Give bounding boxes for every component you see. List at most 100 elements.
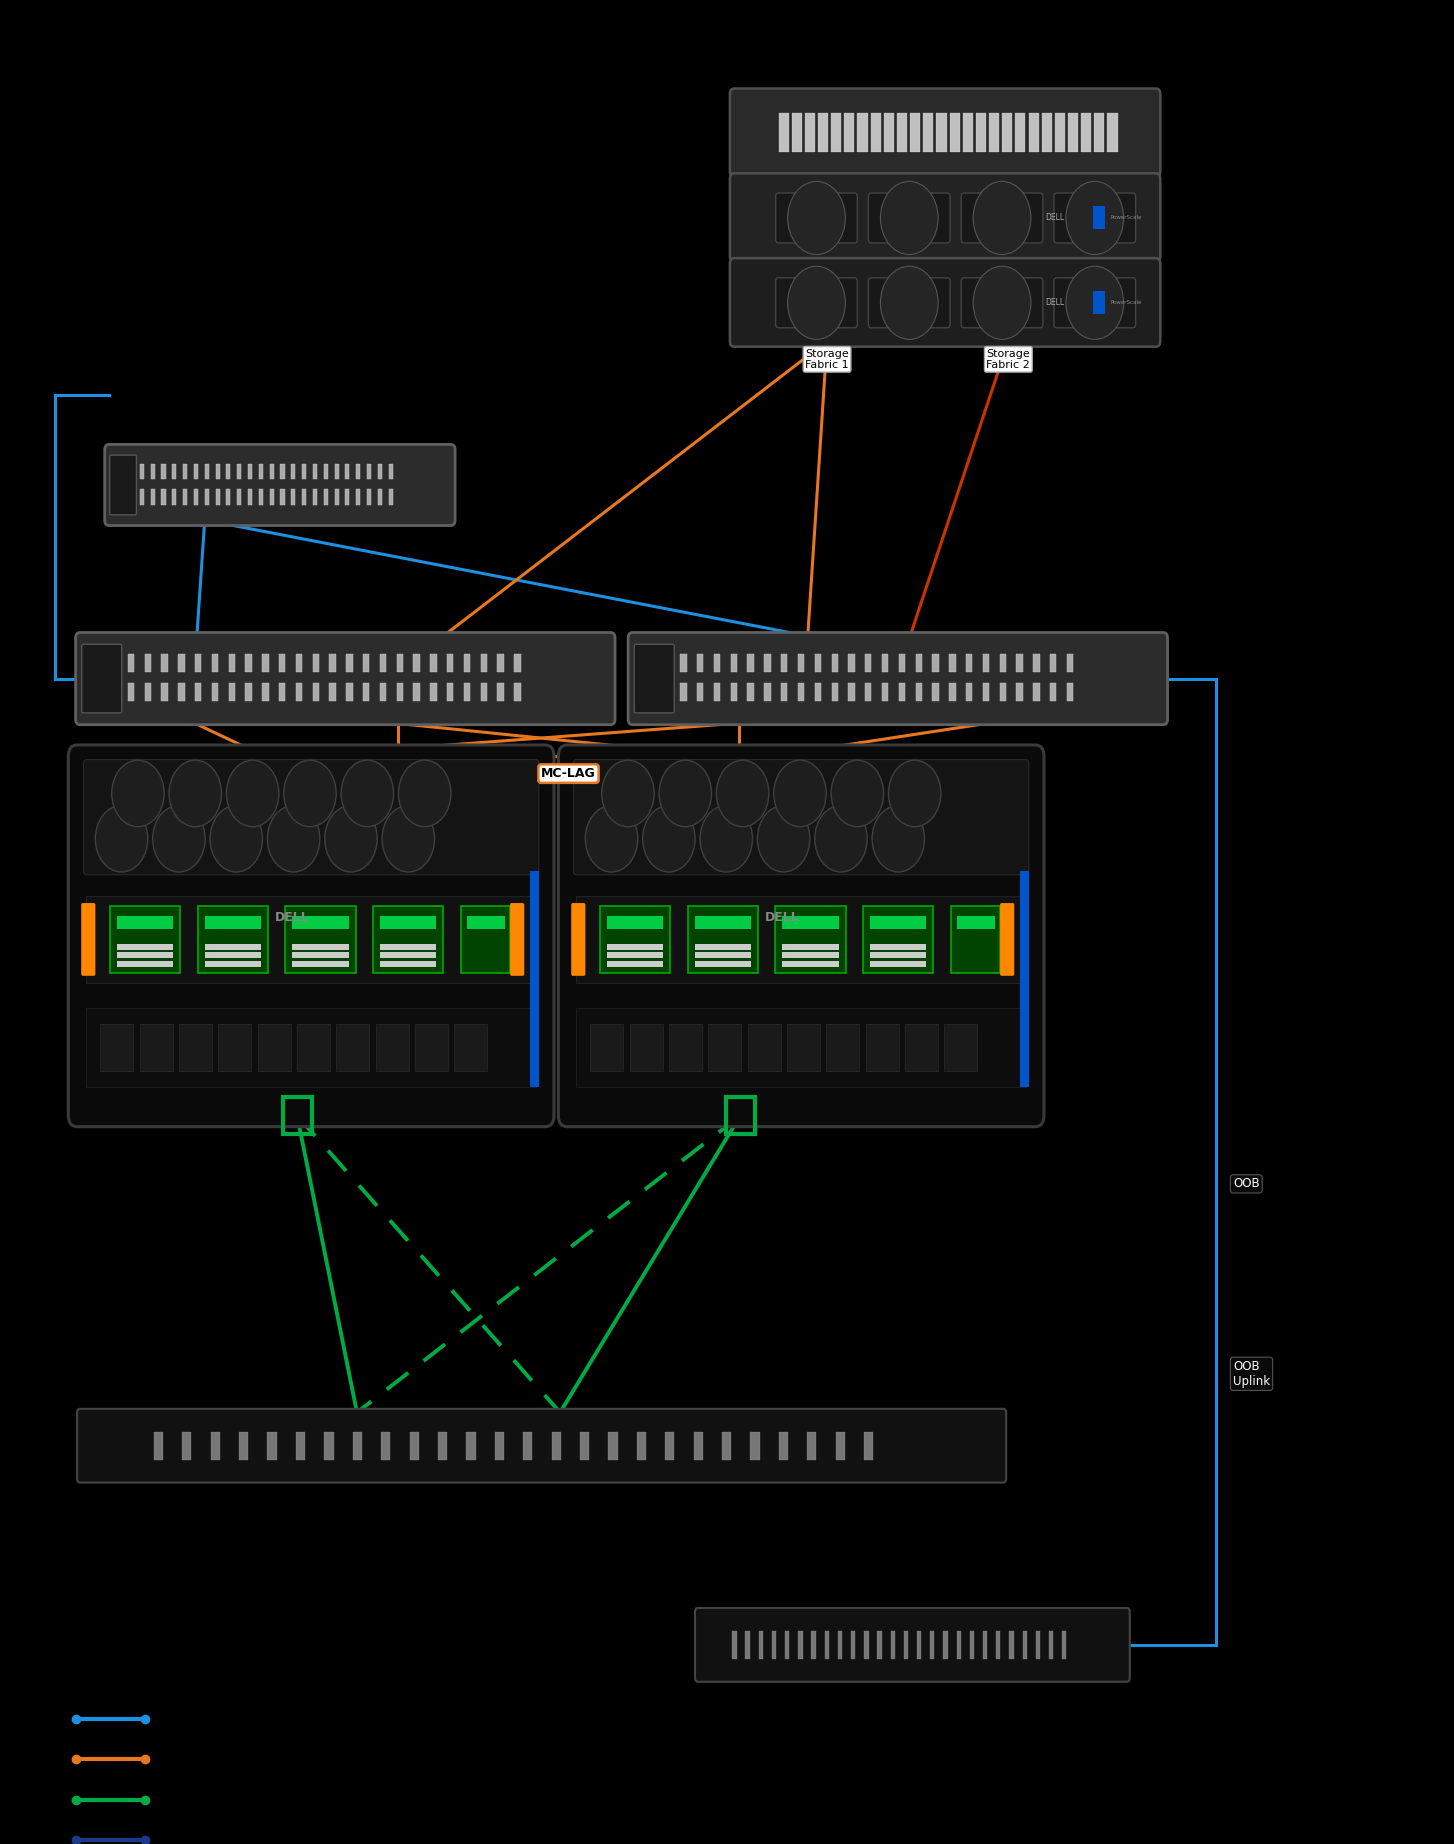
Bar — [86, 896, 537, 983]
Bar — [787, 1023, 820, 1071]
Bar — [161, 684, 167, 701]
Bar — [996, 1630, 1000, 1660]
Bar — [281, 489, 285, 505]
FancyBboxPatch shape — [628, 632, 1168, 725]
FancyBboxPatch shape — [730, 173, 1160, 262]
Bar — [781, 655, 788, 671]
Bar — [379, 952, 436, 959]
Circle shape — [717, 760, 769, 826]
Bar — [910, 114, 920, 153]
FancyBboxPatch shape — [1054, 278, 1136, 328]
Bar — [826, 1023, 859, 1071]
Bar — [515, 655, 521, 671]
Circle shape — [382, 806, 435, 872]
Bar — [313, 489, 317, 505]
Bar — [899, 655, 904, 671]
FancyBboxPatch shape — [730, 258, 1160, 347]
Bar — [356, 489, 361, 505]
Bar — [1022, 1630, 1027, 1660]
Bar — [128, 655, 134, 671]
Bar — [576, 896, 1027, 983]
Bar — [884, 114, 894, 153]
Text: MC-LAG: MC-LAG — [541, 767, 596, 780]
Text: OOB
Uplink: OOB Uplink — [1233, 1359, 1271, 1389]
Bar — [999, 655, 1006, 671]
Bar — [161, 465, 166, 479]
Bar — [832, 655, 838, 671]
Bar — [936, 114, 947, 153]
Bar — [637, 1431, 646, 1460]
Bar — [388, 465, 393, 479]
Bar — [268, 1431, 276, 1460]
Bar — [869, 952, 926, 959]
FancyBboxPatch shape — [573, 760, 1029, 874]
Bar — [257, 1023, 291, 1071]
Bar — [695, 952, 750, 959]
Bar — [869, 944, 926, 950]
Circle shape — [872, 806, 925, 872]
Bar — [374, 905, 443, 974]
Bar — [963, 114, 973, 153]
Bar — [864, 1630, 868, 1660]
Bar — [1002, 114, 1012, 153]
Circle shape — [758, 806, 810, 872]
Bar — [467, 1431, 475, 1460]
Bar — [864, 1431, 874, 1460]
Circle shape — [153, 806, 205, 872]
Bar — [778, 114, 788, 153]
Bar — [606, 916, 663, 929]
FancyBboxPatch shape — [77, 1409, 1006, 1483]
Bar — [515, 684, 521, 701]
Bar — [172, 465, 176, 479]
Bar — [1069, 114, 1077, 153]
Circle shape — [973, 266, 1031, 339]
FancyBboxPatch shape — [695, 1608, 1130, 1682]
Bar — [381, 1431, 390, 1460]
Bar — [680, 655, 686, 671]
Bar — [806, 114, 816, 153]
Circle shape — [324, 806, 377, 872]
Bar — [848, 684, 855, 701]
Bar — [336, 1023, 369, 1071]
Bar — [281, 465, 285, 479]
Bar — [140, 465, 144, 479]
Bar — [1048, 1630, 1053, 1660]
Bar — [883, 684, 888, 701]
Circle shape — [96, 806, 148, 872]
Bar — [464, 655, 470, 671]
Bar — [695, 961, 750, 966]
Bar — [1067, 684, 1073, 701]
Bar — [378, 489, 382, 505]
Bar — [302, 489, 307, 505]
Bar — [144, 655, 151, 671]
Circle shape — [227, 760, 279, 826]
Circle shape — [788, 181, 845, 254]
Bar — [183, 465, 188, 479]
Bar — [949, 114, 960, 153]
Bar — [983, 684, 989, 701]
Bar — [904, 1630, 909, 1660]
FancyBboxPatch shape — [868, 278, 949, 328]
Bar — [782, 944, 839, 950]
Bar — [832, 114, 842, 153]
Bar — [366, 465, 371, 479]
Bar — [983, 655, 989, 671]
Bar — [364, 655, 369, 671]
Bar — [455, 1023, 487, 1071]
Bar — [714, 655, 720, 671]
Bar — [285, 905, 356, 974]
Bar — [798, 1630, 803, 1660]
FancyBboxPatch shape — [571, 904, 586, 975]
Bar — [899, 684, 904, 701]
Bar — [364, 684, 369, 701]
Bar — [246, 684, 252, 701]
Bar — [497, 684, 505, 701]
Bar — [529, 870, 539, 1086]
Bar — [845, 114, 855, 153]
Bar — [330, 684, 336, 701]
Bar — [765, 655, 771, 671]
Circle shape — [881, 181, 938, 254]
FancyBboxPatch shape — [634, 644, 675, 714]
Bar — [746, 1630, 750, 1660]
Bar — [375, 1023, 409, 1071]
